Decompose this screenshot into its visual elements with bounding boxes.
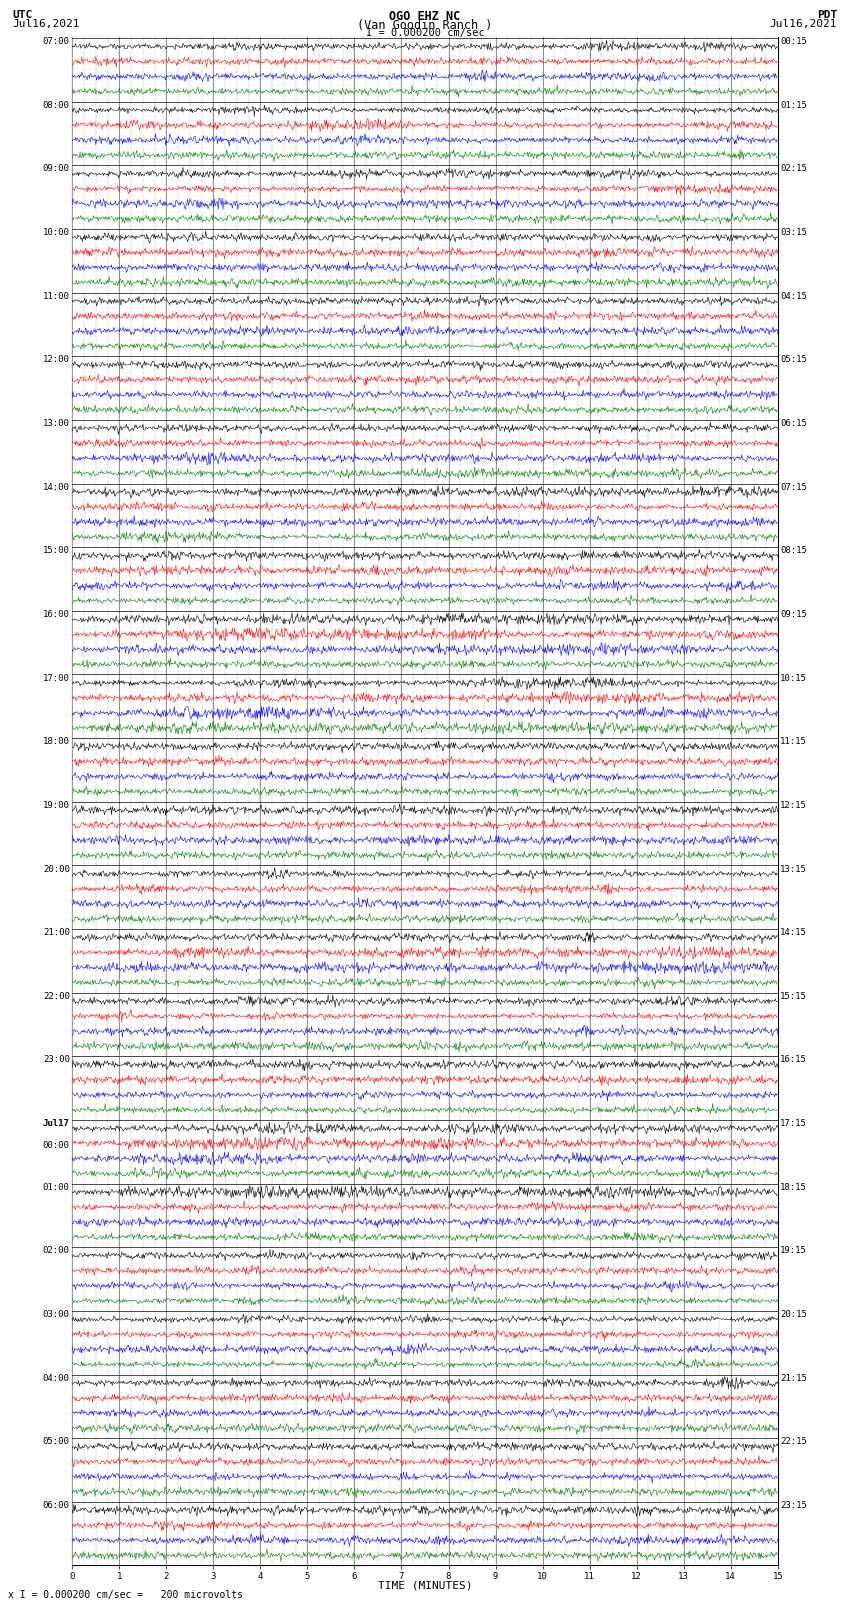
Text: 15:00: 15:00 [42, 547, 70, 555]
Text: x I = 0.000200 cm/sec =   200 microvolts: x I = 0.000200 cm/sec = 200 microvolts [8, 1590, 243, 1600]
Text: 06:15: 06:15 [780, 419, 808, 427]
Text: 20:15: 20:15 [780, 1310, 808, 1319]
Text: 14:15: 14:15 [780, 927, 808, 937]
Text: 01:00: 01:00 [42, 1182, 70, 1192]
Text: 03:00: 03:00 [42, 1310, 70, 1319]
Text: 22:00: 22:00 [42, 992, 70, 1000]
Text: 09:00: 09:00 [42, 165, 70, 173]
Text: 04:15: 04:15 [780, 292, 808, 300]
Text: 18:15: 18:15 [780, 1182, 808, 1192]
Text: 11:15: 11:15 [780, 737, 808, 747]
Text: Jul16,2021: Jul16,2021 [13, 19, 80, 29]
Text: I = 0.000200 cm/sec: I = 0.000200 cm/sec [366, 29, 484, 39]
Text: 18:00: 18:00 [42, 737, 70, 747]
Text: 00:00: 00:00 [42, 1142, 70, 1150]
Text: PDT: PDT [817, 11, 837, 21]
Text: OGO EHZ NC: OGO EHZ NC [389, 11, 461, 24]
Text: TIME (MINUTES): TIME (MINUTES) [377, 1581, 473, 1590]
Text: 17:15: 17:15 [780, 1119, 808, 1127]
Text: 16:15: 16:15 [780, 1055, 808, 1065]
Text: 15:15: 15:15 [780, 992, 808, 1000]
Text: 17:00: 17:00 [42, 674, 70, 682]
Text: 13:00: 13:00 [42, 419, 70, 427]
Text: 23:15: 23:15 [780, 1502, 808, 1510]
Text: 02:00: 02:00 [42, 1247, 70, 1255]
Text: 20:00: 20:00 [42, 865, 70, 874]
Text: (Van Goodin Ranch ): (Van Goodin Ranch ) [357, 19, 493, 32]
Text: 19:15: 19:15 [780, 1247, 808, 1255]
Text: Jul17: Jul17 [42, 1119, 70, 1127]
Text: Jul16,2021: Jul16,2021 [770, 19, 837, 29]
Text: 23:00: 23:00 [42, 1055, 70, 1065]
Text: 11:00: 11:00 [42, 292, 70, 300]
Text: 01:15: 01:15 [780, 100, 808, 110]
Text: 08:15: 08:15 [780, 547, 808, 555]
Text: 04:00: 04:00 [42, 1374, 70, 1382]
Text: 03:15: 03:15 [780, 227, 808, 237]
Text: 16:00: 16:00 [42, 610, 70, 619]
Text: 21:00: 21:00 [42, 927, 70, 937]
Text: 22:15: 22:15 [780, 1437, 808, 1447]
Text: 19:00: 19:00 [42, 800, 70, 810]
Text: 10:00: 10:00 [42, 227, 70, 237]
Text: 14:00: 14:00 [42, 482, 70, 492]
Text: 08:00: 08:00 [42, 100, 70, 110]
Text: 09:15: 09:15 [780, 610, 808, 619]
Text: 00:15: 00:15 [780, 37, 808, 47]
Text: 21:15: 21:15 [780, 1374, 808, 1382]
Text: UTC: UTC [13, 11, 33, 21]
Text: 13:15: 13:15 [780, 865, 808, 874]
Text: 05:00: 05:00 [42, 1437, 70, 1447]
Text: 02:15: 02:15 [780, 165, 808, 173]
Text: 06:00: 06:00 [42, 1502, 70, 1510]
Text: 07:15: 07:15 [780, 482, 808, 492]
Text: 10:15: 10:15 [780, 674, 808, 682]
Text: 07:00: 07:00 [42, 37, 70, 47]
Text: 12:00: 12:00 [42, 355, 70, 365]
Text: 12:15: 12:15 [780, 800, 808, 810]
Text: 05:15: 05:15 [780, 355, 808, 365]
